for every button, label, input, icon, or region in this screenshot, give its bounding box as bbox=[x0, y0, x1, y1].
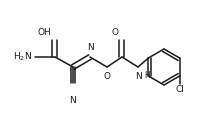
Text: Cl: Cl bbox=[175, 85, 184, 94]
Text: O: O bbox=[104, 72, 110, 81]
Text: N: N bbox=[88, 43, 94, 52]
Text: H: H bbox=[144, 71, 150, 80]
Text: N: N bbox=[70, 96, 76, 105]
Text: OH: OH bbox=[37, 28, 51, 37]
Text: H$_2$N: H$_2$N bbox=[13, 51, 32, 63]
Text: N: N bbox=[136, 72, 142, 81]
Text: O: O bbox=[112, 28, 119, 37]
